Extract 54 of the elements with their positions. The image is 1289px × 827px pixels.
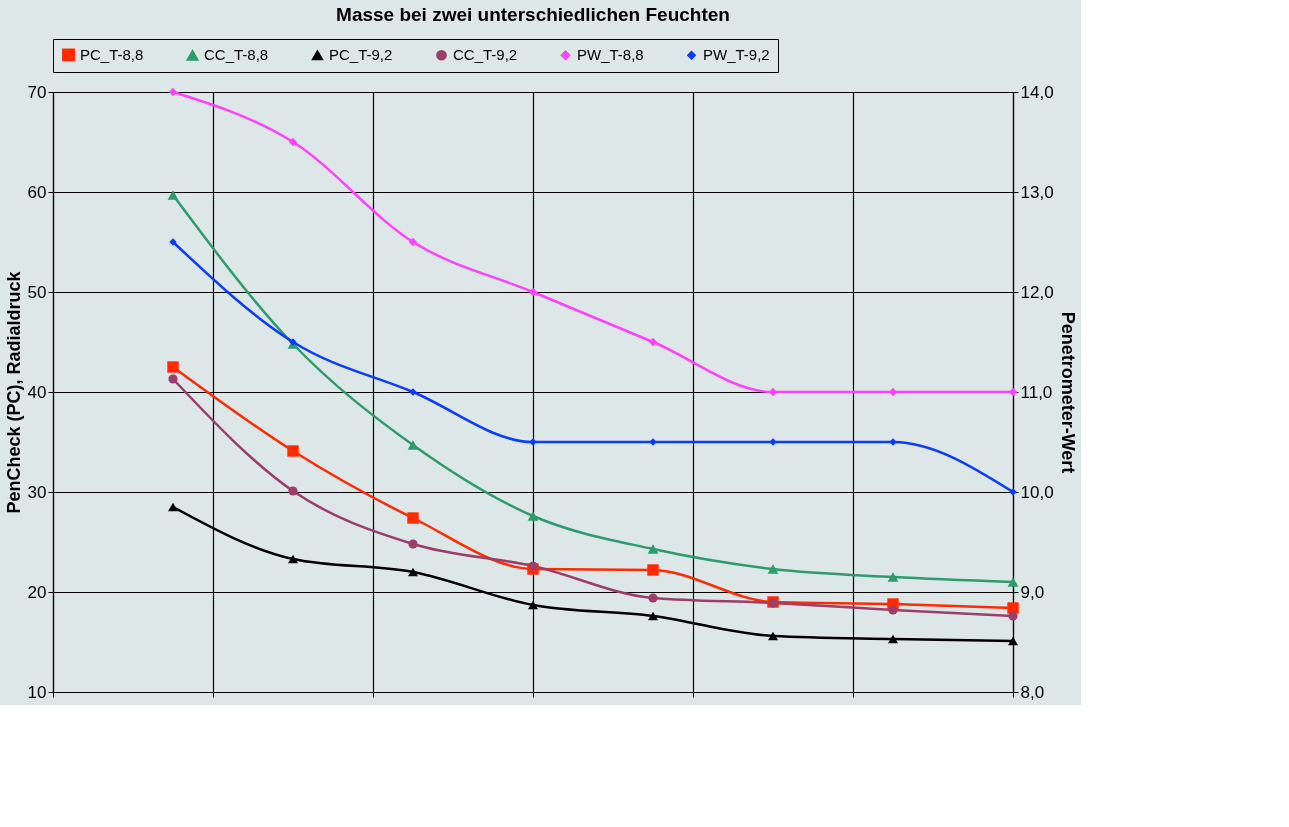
y2-tick-label: 11,0 xyxy=(1020,382,1053,402)
point xyxy=(287,445,299,457)
y2-tick-label: 8,0 xyxy=(1020,682,1045,702)
point xyxy=(767,564,779,574)
point xyxy=(1008,636,1018,646)
point xyxy=(648,593,658,603)
point xyxy=(408,237,418,247)
point xyxy=(528,600,538,610)
point xyxy=(408,539,418,549)
point xyxy=(407,440,419,450)
y-tick-label: 20 xyxy=(27,582,47,602)
legend-label: PC_T-8,8 xyxy=(80,45,144,63)
y-tick-label: 40 xyxy=(27,382,47,402)
point xyxy=(407,512,419,524)
y2-tick-label: 14,0 xyxy=(1020,82,1054,102)
point xyxy=(1007,577,1019,587)
point xyxy=(888,605,898,615)
y-tick-label: 70 xyxy=(27,82,47,102)
point xyxy=(888,634,898,644)
point xyxy=(168,87,178,97)
y-axis-title: PenCheck (PC), Radialdruck xyxy=(3,270,24,514)
point xyxy=(168,502,178,512)
y2-tick-label: 12,0 xyxy=(1020,282,1054,302)
legend-label: PC_T-9,2 xyxy=(329,46,393,64)
y-tick-label: 10 xyxy=(27,682,47,702)
point xyxy=(528,287,538,297)
point xyxy=(408,567,418,577)
legend-label: PW_T-9,2 xyxy=(703,46,770,64)
point xyxy=(167,361,179,373)
point xyxy=(288,486,298,496)
point xyxy=(528,561,538,571)
point xyxy=(768,631,778,641)
point xyxy=(1008,611,1018,621)
y-tick-label: 60 xyxy=(27,182,47,202)
point xyxy=(648,611,658,621)
y-tick-label: 30 xyxy=(27,482,47,502)
point xyxy=(527,511,539,521)
point xyxy=(288,554,298,564)
point xyxy=(887,572,899,582)
legend-label: CC_T-9,2 xyxy=(453,46,518,64)
y2-tick-label: 9,0 xyxy=(1020,582,1045,602)
y2-tick-label: 10,0 xyxy=(1020,482,1054,502)
point xyxy=(647,564,659,576)
y2-tick-label: 13,0 xyxy=(1020,182,1054,202)
chart-title: Masse bei zwei unterschiedlichen Feuchten xyxy=(336,3,730,25)
y-tick-label: 50 xyxy=(27,282,47,302)
point xyxy=(167,190,179,200)
point xyxy=(288,137,298,147)
legend-label: CC_T-8,8 xyxy=(204,46,269,64)
y2-axis-title: Penetrometer-Wert xyxy=(1057,311,1078,474)
point xyxy=(647,544,659,554)
legend-label: PW_T-8,8 xyxy=(577,46,644,64)
point xyxy=(648,337,658,347)
point xyxy=(168,374,178,384)
